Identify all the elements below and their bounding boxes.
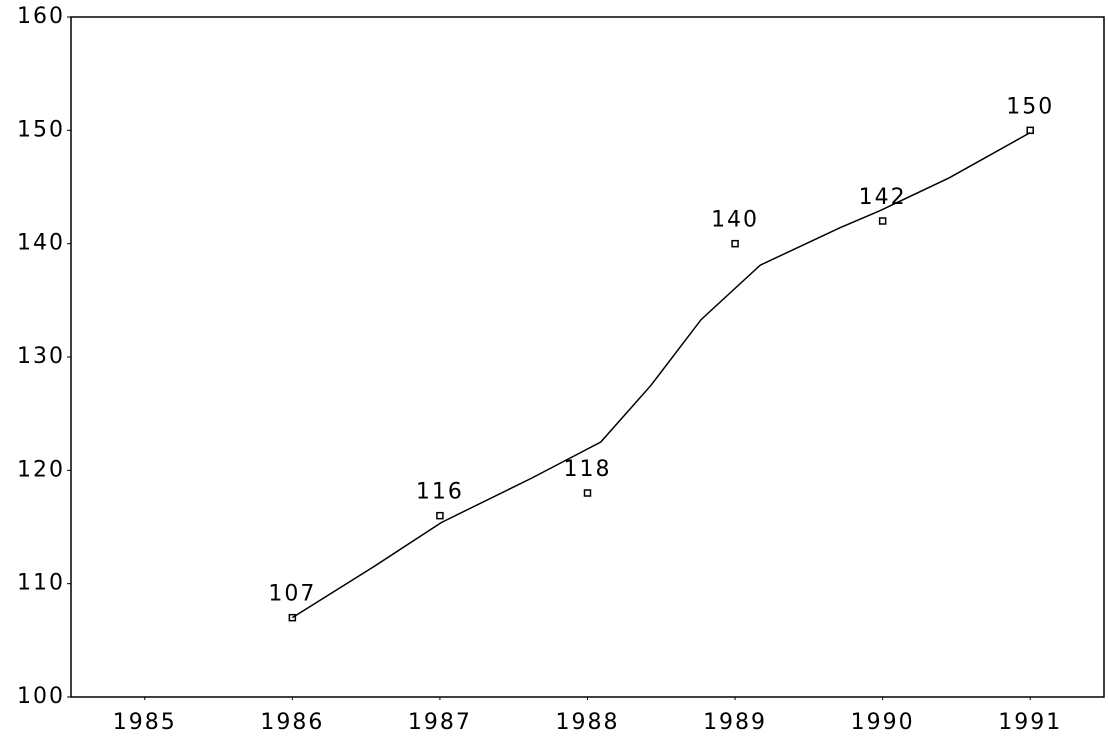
plot-frame bbox=[70, 16, 1105, 698]
y-tick-label: 110 bbox=[17, 571, 65, 596]
data-label: 107 bbox=[268, 582, 316, 607]
data-label: 140 bbox=[711, 208, 759, 233]
x-tick-label: 1985 bbox=[113, 710, 177, 735]
y-tick-label: 120 bbox=[17, 457, 65, 482]
marker bbox=[583, 489, 592, 497]
y-tick-label: 160 bbox=[17, 4, 65, 29]
marker bbox=[878, 217, 887, 225]
x-tick-label: 1987 bbox=[408, 710, 472, 735]
data-label: 150 bbox=[1006, 94, 1054, 119]
trend-line bbox=[291, 131, 1031, 619]
marker bbox=[436, 511, 444, 520]
x-tick-label: 1988 bbox=[556, 710, 620, 735]
marker bbox=[1026, 126, 1034, 135]
y-tick-label: 130 bbox=[17, 344, 65, 369]
x-tick-label: 1990 bbox=[851, 710, 915, 735]
data-label: 142 bbox=[859, 185, 907, 210]
x-tick-label: 1991 bbox=[998, 710, 1062, 735]
data-label: 116 bbox=[416, 480, 464, 505]
data-label: 118 bbox=[564, 457, 612, 482]
x-tick-label: 1986 bbox=[260, 710, 324, 735]
y-tick-label: 140 bbox=[17, 231, 65, 256]
y-tick-label: 100 bbox=[17, 684, 65, 709]
x-tick-label: 1989 bbox=[703, 710, 767, 735]
y-tick-label: 150 bbox=[17, 117, 65, 142]
marker bbox=[731, 239, 739, 248]
